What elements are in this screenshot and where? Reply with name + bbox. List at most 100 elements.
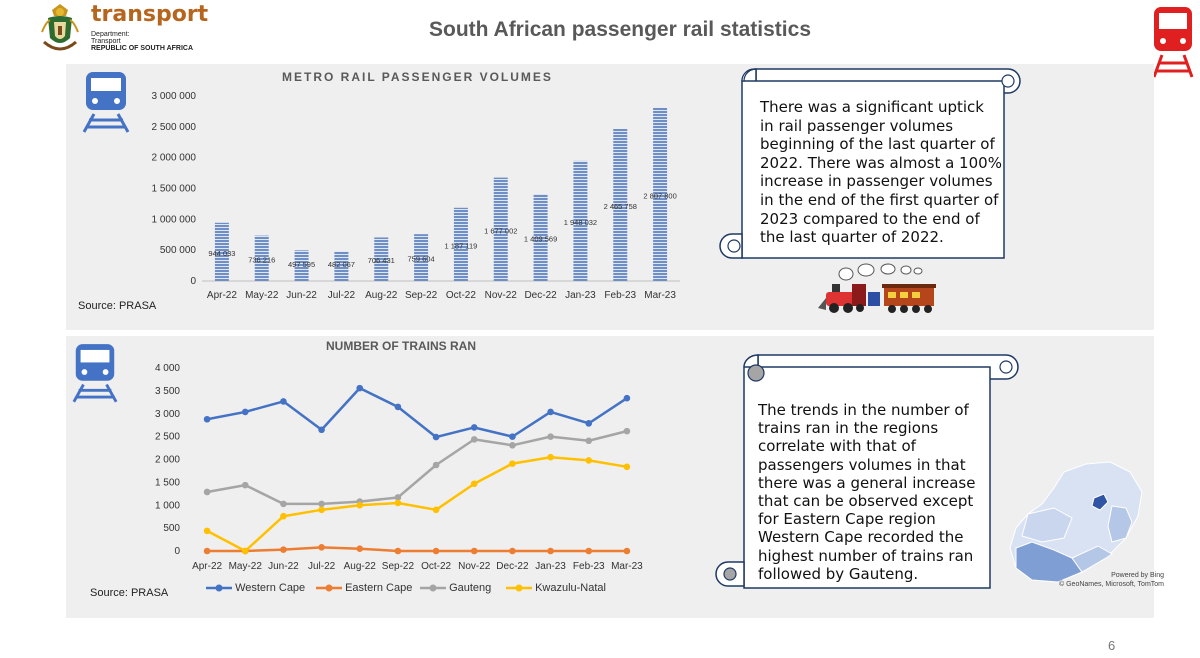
page-number: 6 bbox=[1108, 638, 1116, 653]
y-tick-label: 1 500 bbox=[155, 477, 180, 488]
legend-label-kwazulu-natal: Kwazulu-Natal bbox=[535, 582, 606, 594]
bottom-note-line: highest number of trains ran bbox=[758, 546, 974, 565]
bar bbox=[533, 194, 548, 281]
x-tick-label: Dec-22 bbox=[524, 290, 557, 301]
bar bbox=[613, 128, 628, 281]
south-africa-map bbox=[1009, 461, 1143, 583]
steam-train-icon bbox=[818, 263, 936, 313]
bar-value-label: 1 409 569 bbox=[524, 235, 557, 244]
data-point-kwazulu_natal bbox=[585, 457, 593, 464]
data-point-gauteng bbox=[509, 442, 516, 449]
y-tick-label: 3 000 bbox=[155, 409, 180, 420]
x-tick-label: Sep-22 bbox=[405, 290, 438, 301]
bottom-note-line: for Eastern Cape region bbox=[758, 510, 936, 529]
trains-ran-line-chart: 0 500 1 000 1 500 2 000 2 500 3 000 3 500 4 000 A… bbox=[155, 363, 643, 572]
series-line-kwazulu_natal bbox=[206, 455, 628, 553]
x-tick-label: Jul-22 bbox=[308, 561, 336, 572]
line-chart-source: Source: PRASA bbox=[90, 587, 169, 599]
data-point-eastern_cape bbox=[470, 547, 478, 555]
top-note-text: There was a significant uptick in rail pa… bbox=[760, 98, 1002, 247]
x-tick-label: Nov-22 bbox=[458, 561, 491, 572]
x-tick-label: Oct-22 bbox=[446, 290, 476, 301]
data-point-western_cape bbox=[623, 394, 631, 402]
series-line-western_cape bbox=[206, 386, 628, 439]
logo-name: transport bbox=[91, 2, 209, 27]
data-point-kwazulu_natal bbox=[470, 480, 478, 488]
x-tick-label: Feb-23 bbox=[573, 561, 605, 572]
data-point-western_cape bbox=[203, 415, 211, 423]
bar bbox=[573, 160, 588, 281]
blue-train-icon bbox=[82, 72, 130, 133]
data-point-kwazulu_natal bbox=[547, 453, 554, 461]
top-note-line: the last quarter of 2022. bbox=[760, 228, 944, 247]
data-point-kwazulu_natal bbox=[203, 527, 211, 535]
data-point-gauteng bbox=[470, 436, 478, 443]
legend-label-eastern-cape: Eastern Cape bbox=[345, 582, 413, 594]
x-tick-label: Oct-22 bbox=[421, 561, 451, 572]
x-tick-label: Jun-22 bbox=[268, 561, 299, 572]
bar-value-label: 1 948 032 bbox=[564, 218, 597, 227]
map-powered-by: Powered by Bing bbox=[1111, 572, 1164, 579]
top-note-line: in the end of the first quarter of bbox=[760, 190, 999, 209]
data-point-eastern_cape bbox=[547, 547, 554, 555]
line-chart-title: NUMBER OF TRAINS RAN bbox=[326, 339, 476, 353]
map-copyright: © GeoNames, Microsoft, TomTom bbox=[1059, 581, 1164, 588]
data-point-western_cape bbox=[432, 433, 440, 441]
x-tick-label: Aug-22 bbox=[365, 290, 398, 301]
data-point-western_cape bbox=[318, 426, 325, 434]
data-point-western_cape bbox=[280, 398, 287, 405]
data-point-kwazulu_natal bbox=[623, 463, 631, 471]
x-tick-label: Jun-22 bbox=[286, 290, 317, 301]
bar-value-label: 944 033 bbox=[208, 249, 235, 258]
data-point-gauteng bbox=[585, 437, 593, 445]
bar bbox=[214, 222, 229, 281]
data-point-kwazulu_natal bbox=[280, 512, 287, 520]
bottom-note-text: The trends in the number of trains ran in… bbox=[758, 401, 975, 583]
top-note-line: 2023 compared to the end of bbox=[760, 209, 980, 228]
legend-label-western-cape: Western Cape bbox=[235, 582, 306, 594]
data-point-gauteng bbox=[318, 500, 325, 508]
data-point-gauteng bbox=[241, 481, 249, 489]
bottom-note-line: that can be observed except bbox=[758, 492, 974, 511]
data-point-western_cape bbox=[356, 384, 364, 392]
data-point-western_cape bbox=[585, 420, 593, 427]
bar bbox=[414, 234, 429, 281]
bottom-note-line: passengers volumes in that bbox=[758, 455, 966, 474]
series-line-eastern_cape bbox=[207, 546, 627, 553]
data-point-gauteng bbox=[432, 461, 440, 469]
data-point-kwazulu_natal bbox=[241, 547, 249, 555]
data-point-kwazulu_natal bbox=[356, 501, 364, 509]
data-point-gauteng bbox=[280, 500, 287, 508]
bar-value-label: 736 216 bbox=[248, 255, 275, 264]
data-point-eastern_cape bbox=[280, 546, 287, 553]
data-point-eastern_cape bbox=[203, 547, 211, 555]
y-tick-label: 3 000 000 bbox=[152, 91, 197, 102]
data-point-western_cape bbox=[394, 403, 402, 411]
bar-value-label: 497 595 bbox=[288, 260, 315, 269]
bar-value-label: 759 604 bbox=[408, 255, 435, 264]
y-tick-label: 500 000 bbox=[160, 245, 197, 256]
top-note-line: increase in passenger volumes bbox=[760, 172, 993, 191]
bar bbox=[294, 250, 309, 281]
bottom-scroll-note bbox=[715, 354, 1019, 589]
legend-western-cape: Western Cape bbox=[206, 582, 305, 594]
legend-kwazulu-natal: Kwazulu-Natal bbox=[506, 582, 606, 594]
coat-of-arms-icon bbox=[41, 4, 79, 51]
x-tick-label: May-22 bbox=[229, 561, 263, 572]
bar-value-label: 2 807 800 bbox=[643, 191, 676, 200]
series-line-gauteng bbox=[206, 429, 628, 506]
bar bbox=[453, 207, 468, 281]
bar bbox=[493, 177, 508, 281]
top-scroll-note bbox=[719, 68, 1021, 259]
bottom-note-line: Western Cape recorded the bbox=[758, 528, 964, 547]
data-point-eastern_cape bbox=[509, 547, 516, 555]
bottom-note-line: followed by Gauteng. bbox=[758, 564, 919, 583]
x-tick-label: Dec-22 bbox=[496, 561, 529, 572]
data-point-eastern_cape bbox=[356, 545, 364, 553]
x-tick-label: May-22 bbox=[245, 290, 279, 301]
bar-chart-source: Source: PRASA bbox=[78, 300, 157, 312]
page-title: South African passenger rail statistics bbox=[428, 18, 811, 41]
y-tick-label: 0 bbox=[174, 546, 180, 557]
data-point-eastern_cape bbox=[318, 544, 325, 551]
passenger-volume-bar-chart: 0 500 000 1 000 000 1 500 000 2 000 000 2 500… bbox=[152, 91, 680, 301]
